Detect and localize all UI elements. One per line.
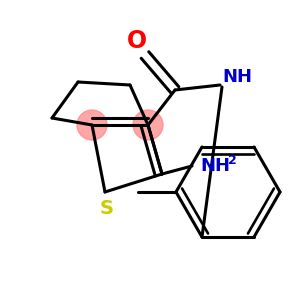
- Circle shape: [77, 110, 107, 140]
- Text: NH: NH: [222, 68, 252, 86]
- Text: O: O: [127, 29, 147, 53]
- Text: NH: NH: [200, 157, 230, 175]
- Circle shape: [133, 110, 163, 140]
- Text: S: S: [100, 199, 114, 218]
- Text: 2: 2: [228, 154, 237, 167]
